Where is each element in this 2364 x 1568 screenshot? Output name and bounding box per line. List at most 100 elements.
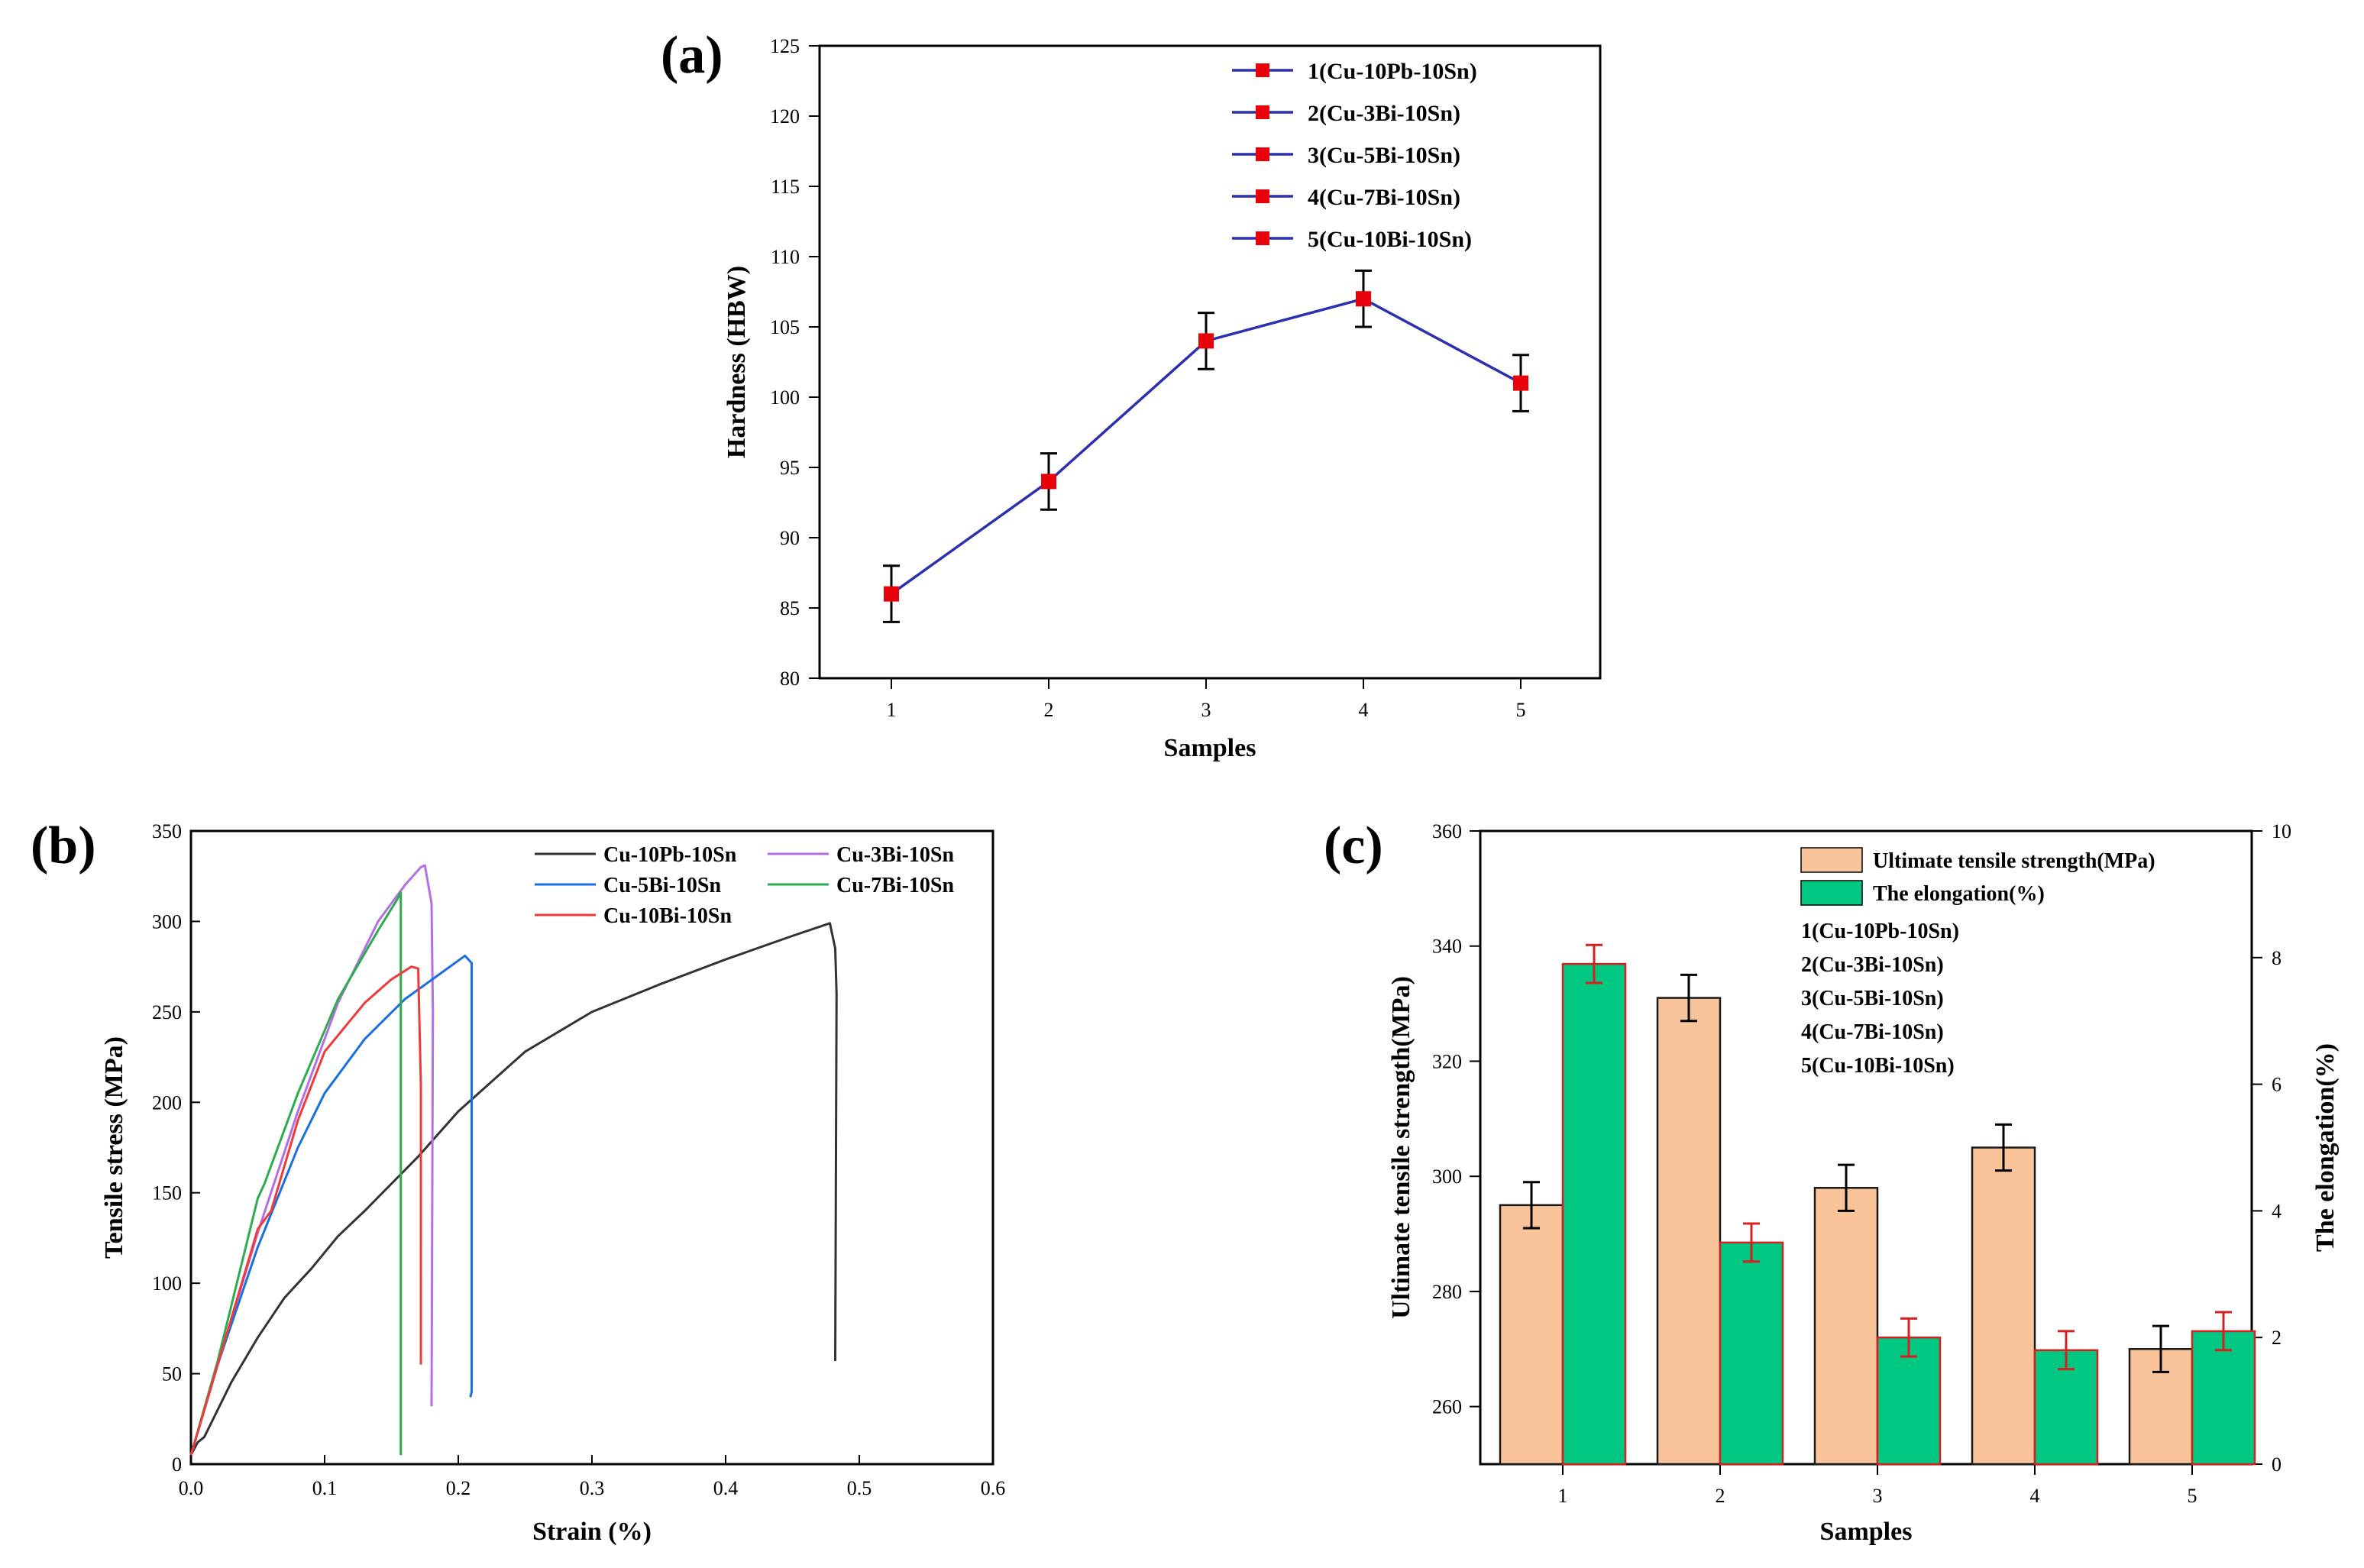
y-left-tick-label: 300 (1432, 1165, 1462, 1188)
elongation-bar (1561, 962, 1627, 1466)
y-tick-label: 115 (771, 176, 800, 198)
y-tick-label: 85 (780, 597, 800, 619)
data-point (1356, 291, 1371, 307)
y-tick-label: 150 (152, 1182, 182, 1204)
x-tick-label: 2 (1044, 699, 1054, 721)
legend-marker (1256, 189, 1269, 203)
x-tick-label: 5 (1516, 699, 1526, 721)
elongation-bar (1876, 1336, 1942, 1466)
y-tick-label: 100 (152, 1272, 182, 1295)
legend-label: Cu-5Bi-10Sn (603, 874, 721, 897)
panel-label: (b) (31, 816, 96, 875)
y-tick-label: 110 (771, 246, 800, 268)
legend-label: Cu-3Bi-10Sn (836, 843, 954, 867)
y-tick-label: 90 (780, 527, 800, 549)
y-right-tick-label: 0 (2272, 1453, 2282, 1476)
series-line-5 (189, 965, 422, 1456)
series-line-3 (189, 954, 473, 1456)
data-point (1041, 474, 1056, 490)
x-tick-label: 1 (1558, 1485, 1568, 1507)
y-tick-label: 350 (152, 820, 182, 842)
y-left-tick-label: 340 (1432, 936, 1462, 958)
x-tick-label: 2 (1716, 1485, 1725, 1507)
uts-bar (1813, 1187, 1879, 1466)
chart-b-tensile-curves: (b) 0 50 100 150 200 250 300 350 0.0 0.1 0.2 0.3 0.4 0… (31, 816, 1005, 1546)
y-tick-label: 105 (770, 316, 800, 338)
y-tick-label: 125 (770, 35, 800, 57)
series-line-1 (189, 922, 838, 1456)
legend-label: Cu-10Pb-10Sn (603, 843, 737, 867)
x-tick-label: 0.5 (847, 1477, 872, 1499)
legend-label: 5(Cu-10Bi-10Sn) (1308, 227, 1472, 252)
x-tick-label: 5 (2188, 1485, 2197, 1507)
y-tick-label: 100 (770, 386, 800, 409)
y-right-tick-label: 10 (2272, 820, 2291, 842)
x-tick-label: 3 (1201, 699, 1211, 721)
y-right-tick-label: 4 (2272, 1200, 2282, 1222)
legend-swatch (1800, 847, 1863, 873)
data-point (1513, 375, 1528, 391)
y-tick-label: 250 (152, 1001, 182, 1023)
legend-marker (1256, 231, 1269, 245)
plot-frame (818, 44, 1602, 680)
y-left-axis-label: Ultimate tensile strength(MPa) (1387, 976, 1415, 1319)
legend-note: 5(Cu-10Bi-10Sn) (1801, 1054, 1955, 1078)
x-tick-label: 0.6 (981, 1477, 1006, 1499)
x-tick-label: 4 (2030, 1485, 2040, 1507)
data-point (1198, 333, 1214, 349)
x-tick-label: 0.1 (312, 1477, 338, 1499)
y-left-tick-label: 260 (1432, 1396, 1462, 1418)
uts-bar (1656, 997, 1722, 1466)
y-right-axis-label: The elongation(%) (2311, 1043, 2340, 1252)
x-tick-label: 1 (887, 699, 897, 721)
legend-marker (1256, 147, 1269, 161)
panel-label: (a) (661, 26, 723, 85)
y-tick-label: 50 (162, 1363, 182, 1385)
y-axis-label: Tensile stress (MPa) (100, 1036, 128, 1259)
legend-label: Ultimate tensile strength(MPa) (1873, 849, 2155, 873)
legend-label: 2(Cu-3Bi-10Sn) (1308, 101, 1460, 126)
y-left-tick-label: 360 (1432, 820, 1462, 842)
legend-note: 1(Cu-10Pb-10Sn) (1801, 920, 1959, 943)
y-left-tick-label: 280 (1432, 1281, 1462, 1303)
legend-note: 3(Cu-5Bi-10Sn) (1801, 987, 1944, 1010)
y-right-tick-label: 2 (2272, 1327, 2282, 1349)
x-tick-label: 0.2 (446, 1477, 471, 1499)
x-tick-label: 0.4 (713, 1477, 739, 1499)
x-tick-label: 3 (1873, 1485, 1883, 1507)
x-axis-label: Samples (1164, 734, 1256, 762)
x-axis-label: Strain (%) (532, 1518, 652, 1546)
elongation-bar (2191, 1330, 2256, 1466)
uts-bar (1971, 1146, 2036, 1466)
y-tick-label: 0 (172, 1453, 182, 1476)
y-right-tick-label: 8 (2272, 947, 2282, 969)
series-line-4 (189, 891, 403, 1456)
data-point (884, 586, 899, 602)
x-tick-label: 4 (1359, 699, 1369, 721)
y-tick-label: 300 (152, 910, 182, 933)
y-tick-label: 200 (152, 1091, 182, 1114)
series-line-2 (189, 864, 435, 1456)
legend-label: 3(Cu-5Bi-10Sn) (1308, 143, 1460, 168)
legend-label: Cu-10Bi-10Sn (603, 904, 732, 928)
legend-note: 4(Cu-7Bi-10Sn) (1801, 1020, 1944, 1044)
x-tick-label: 0.3 (580, 1477, 605, 1499)
legend-note: 2(Cu-3Bi-10Sn) (1801, 953, 1944, 977)
y-left-tick-label: 320 (1432, 1050, 1462, 1072)
y-axis-label: Hardness (HBW) (723, 266, 751, 458)
x-axis-label: Samples (1820, 1518, 1913, 1546)
legend-label: 4(Cu-7Bi-10Sn) (1308, 185, 1460, 210)
y-tick-label: 95 (780, 457, 800, 479)
panel-label: (c) (1324, 816, 1383, 875)
legend-marker (1256, 63, 1269, 77)
chart-a-hardness: (a) 80 85 90 95 100 105 110 115 120 125 1 2 3 4 5 Sample… (661, 26, 1602, 762)
legend-label: Cu-7Bi-10Sn (836, 874, 954, 897)
legend-label: 1(Cu-10Pb-10Sn) (1308, 59, 1477, 84)
uts-bar (1499, 1204, 1564, 1466)
y-tick-label: 80 (780, 668, 800, 690)
legend-label: The elongation(%) (1873, 882, 2045, 906)
x-tick-label: 0.0 (179, 1477, 204, 1499)
y-tick-label: 120 (770, 105, 800, 128)
